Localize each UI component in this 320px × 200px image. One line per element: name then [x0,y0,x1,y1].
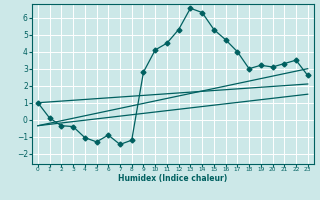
X-axis label: Humidex (Indice chaleur): Humidex (Indice chaleur) [118,174,228,183]
